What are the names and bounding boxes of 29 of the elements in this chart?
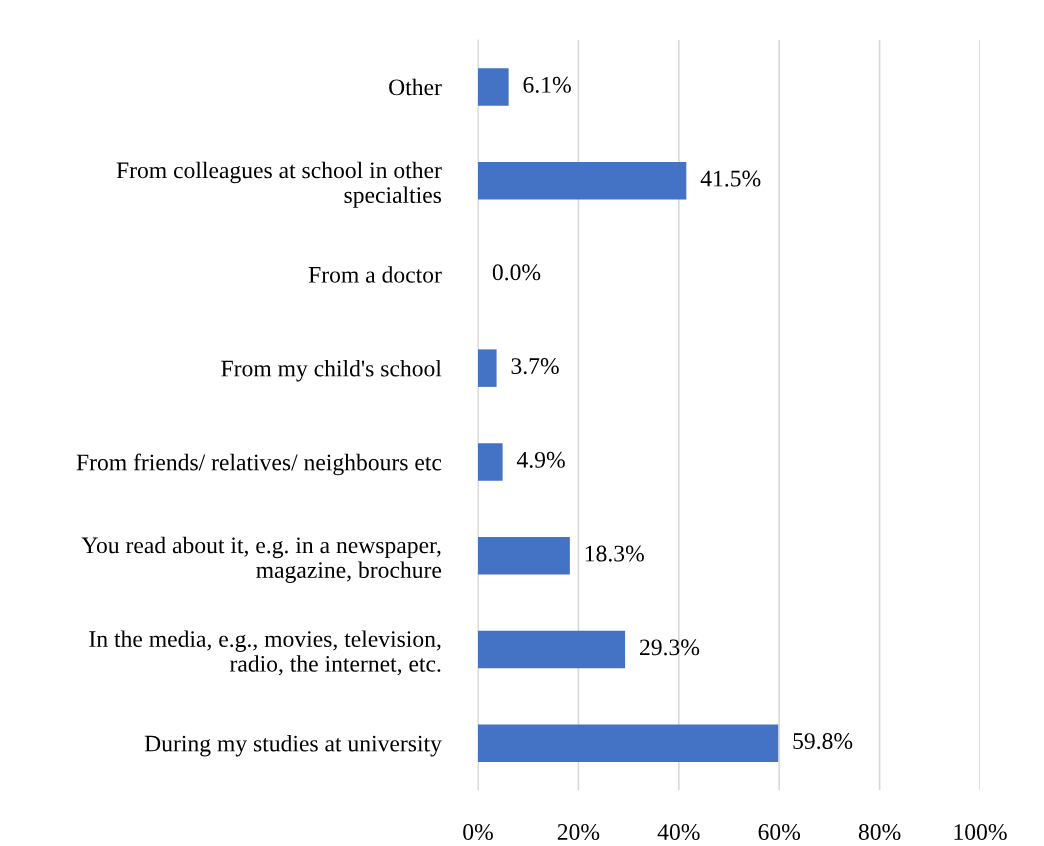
x-tick-label: 0% xyxy=(463,824,493,841)
x-tick-label: 40% xyxy=(657,824,700,841)
bar xyxy=(478,443,503,481)
bar xyxy=(478,161,687,200)
data-label: 4.9% xyxy=(516,451,565,468)
bar xyxy=(478,68,509,106)
x-tick-label: 20% xyxy=(557,824,600,841)
bar xyxy=(478,536,570,575)
y-tick-label: From a doctor xyxy=(308,266,442,283)
x-tick-label: 60% xyxy=(758,824,801,841)
y-tick-label: Other xyxy=(389,78,442,96)
x-tick-label: 100% xyxy=(954,824,1007,841)
data-label: 59.8% xyxy=(793,733,853,750)
y-tick-label: From colleagues at school in other specialties xyxy=(116,161,442,208)
data-label: 18.3% xyxy=(585,545,644,562)
data-label: 3.7% xyxy=(511,358,559,375)
y-tick-label: In the media, e.g., movies, television, radio, the internet, etc. xyxy=(89,630,441,676)
bar xyxy=(478,349,497,387)
data-label: 29.3% xyxy=(640,639,700,656)
y-tick-label: During my studies at university xyxy=(144,734,442,757)
bar xyxy=(478,724,779,762)
y-tick-label: From friends/ relatives/ neighbours etc xyxy=(76,453,442,476)
bar xyxy=(478,630,626,669)
y-tick-label: From my child's school xyxy=(221,359,442,382)
data-label: 41.5% xyxy=(700,170,761,187)
data-label: 6.1% xyxy=(523,76,571,93)
data-label: 0.0% xyxy=(492,264,541,281)
y-tick-label: You read about it, e.g. in a newspaper, magazine, brochure xyxy=(81,536,442,583)
x-tick-label: 80% xyxy=(858,824,901,841)
